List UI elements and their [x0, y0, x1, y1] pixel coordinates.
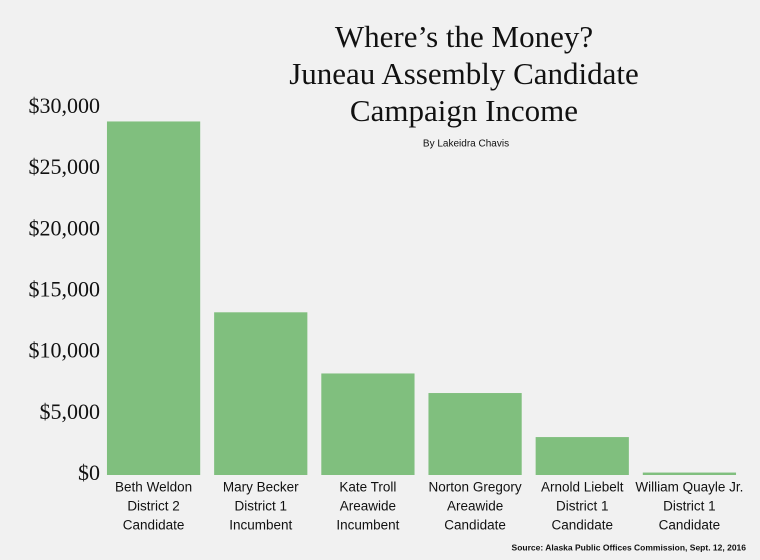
- y-tick-label: $15,000: [29, 277, 101, 302]
- x-tick-label: District 2: [127, 499, 180, 514]
- y-tick-label: $5,000: [40, 399, 101, 424]
- x-tick-label: Beth Weldon: [115, 480, 192, 495]
- chart-title: Juneau Assembly Candidate: [289, 56, 639, 91]
- x-tick-label: William Quayle Jr.: [635, 480, 743, 495]
- x-tick-label: Arnold Liebelt: [541, 480, 624, 495]
- bar: [535, 437, 629, 475]
- x-tick-label: District 1: [234, 499, 287, 514]
- y-tick-label: $20,000: [29, 215, 101, 240]
- bar: [428, 393, 522, 475]
- bar: [106, 121, 201, 475]
- x-tick-label: Areawide: [447, 499, 503, 514]
- bar: [321, 373, 415, 475]
- y-tick-label: $30,000: [29, 93, 101, 118]
- bar: [642, 472, 737, 475]
- x-tick-label: District 1: [663, 499, 716, 514]
- x-tick-label: Kate Troll: [339, 480, 396, 495]
- x-tick-label: Incumbent: [336, 518, 399, 533]
- x-tick-label: Incumbent: [229, 518, 292, 533]
- y-tick-label: $0: [78, 460, 100, 485]
- x-tick-label: Candidate: [659, 518, 721, 533]
- bar: [214, 312, 308, 475]
- y-tick-label: $25,000: [29, 154, 101, 179]
- x-tick-label: District 1: [556, 499, 609, 514]
- y-tick-label: $10,000: [29, 338, 101, 363]
- x-tick-label: Mary Becker: [223, 480, 299, 495]
- x-tick-label: Norton Gregory: [429, 480, 522, 495]
- chart-title: Campaign Income: [350, 93, 578, 128]
- x-tick-label: Candidate: [444, 518, 506, 533]
- subtitle: By Lakeidra Chavis: [423, 139, 509, 150]
- source: Source: Alaska Public Offices Commission…: [512, 542, 747, 552]
- x-tick-label: Areawide: [340, 499, 396, 514]
- x-tick-label: Candidate: [551, 518, 613, 533]
- chart-title: Where’s the Money?: [335, 19, 593, 54]
- x-tick-label: Candidate: [123, 518, 185, 533]
